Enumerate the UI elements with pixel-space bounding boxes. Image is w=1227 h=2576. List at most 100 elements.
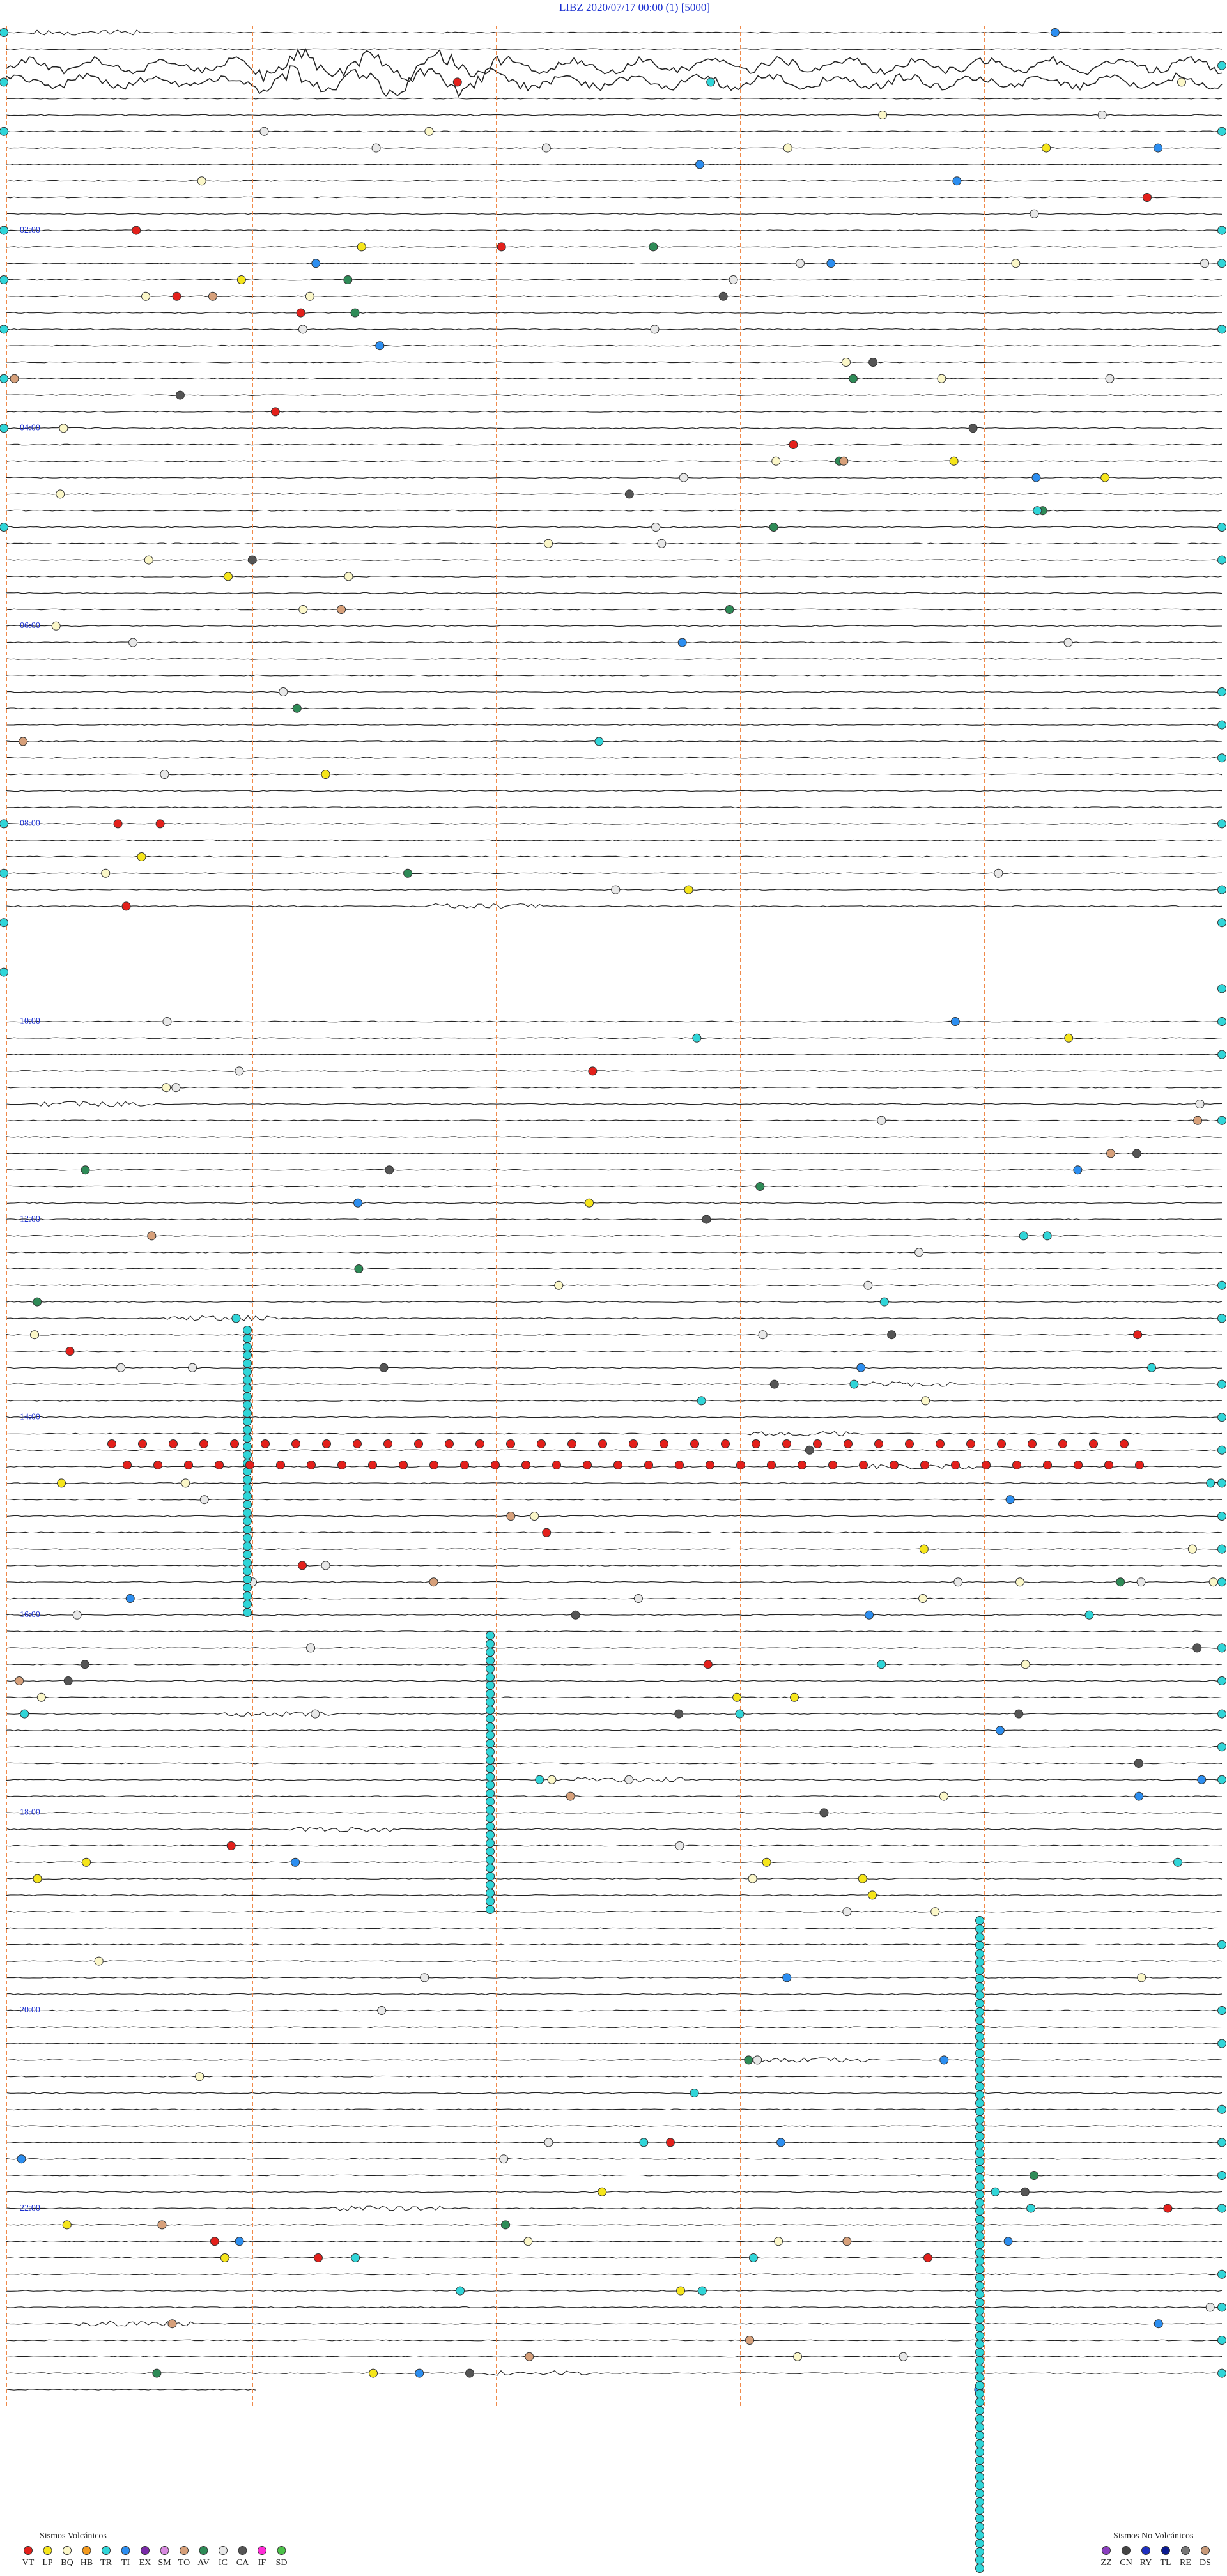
event-marker — [796, 259, 805, 268]
trace — [6, 1301, 1223, 1303]
event-marker — [243, 1384, 252, 1393]
event-marker — [1217, 226, 1226, 235]
event-marker — [874, 1439, 883, 1448]
event-marker — [675, 1841, 684, 1850]
legend-code: TI — [121, 2558, 130, 2568]
trace — [6, 1315, 1223, 1321]
trace — [6, 1844, 1223, 1847]
trace — [6, 773, 1223, 776]
event-marker — [243, 1550, 252, 1559]
event-marker — [377, 2006, 387, 2015]
event-marker — [199, 1439, 208, 1448]
trace — [6, 1531, 1223, 1534]
event-marker — [1217, 1643, 1226, 1653]
legend-swatch — [1181, 2546, 1190, 2555]
trace — [6, 509, 1223, 512]
event-marker — [975, 2431, 984, 2440]
event-marker — [199, 1495, 209, 1505]
event-marker — [80, 1660, 89, 1669]
event-marker — [1030, 2171, 1039, 2180]
event-marker — [975, 2265, 984, 2274]
event-marker — [1217, 720, 1226, 730]
event-marker — [452, 77, 462, 87]
event-marker — [975, 2531, 984, 2540]
event-marker — [1217, 1709, 1226, 1719]
event-marker — [1132, 1149, 1141, 1158]
trace — [6, 1729, 1223, 1731]
trace — [6, 213, 1223, 215]
event-marker — [1015, 1577, 1025, 1587]
event-marker — [975, 2472, 984, 2481]
trace — [6, 361, 1223, 364]
event-marker — [525, 2352, 534, 2361]
event-marker — [1197, 1775, 1207, 1784]
event-marker — [147, 1231, 157, 1241]
event-marker — [1011, 259, 1021, 268]
event-marker — [975, 1958, 984, 1966]
time-guides — [6, 26, 985, 2409]
trace — [6, 1762, 1223, 1765]
event-marker — [975, 2323, 984, 2332]
trace — [6, 2108, 1223, 2111]
event-marker — [1134, 1759, 1143, 1768]
event-marker — [975, 2007, 984, 2016]
event-marker — [243, 1400, 252, 1409]
event-marker — [243, 1608, 252, 1617]
event-marker — [975, 2174, 984, 2182]
trace — [6, 246, 1223, 248]
event-marker — [223, 572, 233, 581]
event-marker — [1014, 1709, 1024, 1719]
event-marker — [828, 1460, 837, 1469]
event-marker — [167, 2319, 177, 2329]
event-marker — [702, 1215, 711, 1224]
event-marker — [567, 1439, 576, 1448]
event-marker — [752, 1439, 760, 1448]
event-marker — [125, 1594, 135, 1603]
trace — [6, 1136, 1223, 1138]
event-marker — [0, 967, 8, 977]
event-marker — [243, 1542, 252, 1551]
trace — [6, 460, 1223, 463]
event-marker — [157, 2220, 167, 2230]
trace — [6, 312, 1223, 314]
legend-code: AV — [197, 2558, 209, 2568]
trace — [6, 477, 1223, 479]
event-marker — [62, 2220, 72, 2230]
event-marker — [1195, 1100, 1205, 1108]
legend-code: VT — [22, 2558, 35, 2568]
trace — [6, 1960, 1223, 1962]
trace — [6, 542, 1223, 545]
event-marker — [782, 1973, 792, 1982]
event-marker — [1134, 1791, 1144, 1801]
event-marker — [842, 2237, 852, 2246]
event-marker — [1100, 473, 1110, 482]
trace — [6, 2339, 1223, 2342]
event-marker — [1217, 2204, 1226, 2213]
hour-label: 02:00 — [20, 226, 40, 235]
event-marker — [975, 2074, 984, 2083]
event-marker — [414, 1439, 423, 1448]
event-marker — [657, 539, 667, 548]
event-marker — [0, 424, 8, 433]
hour-label: 06:00 — [20, 621, 40, 631]
event-marker — [59, 424, 68, 433]
legend-title: Sismos Volcánicos — [40, 2531, 107, 2541]
trace — [6, 411, 1223, 413]
event-marker — [138, 1439, 147, 1448]
event-marker — [36, 1692, 46, 1702]
legend-swatch — [121, 2546, 130, 2555]
trace — [6, 1284, 1223, 1287]
event-marker — [968, 424, 978, 433]
legend-swatch — [277, 2546, 286, 2555]
legend-swatch — [1201, 2546, 1210, 2555]
event-marker — [975, 2306, 984, 2315]
event-marker — [220, 2253, 229, 2262]
event-marker — [736, 1460, 745, 1469]
trace — [6, 114, 1223, 116]
event-marker — [101, 868, 111, 878]
event-marker — [296, 308, 305, 318]
event-marker — [975, 2522, 984, 2531]
event-marker — [371, 143, 381, 153]
trace — [6, 279, 1223, 281]
